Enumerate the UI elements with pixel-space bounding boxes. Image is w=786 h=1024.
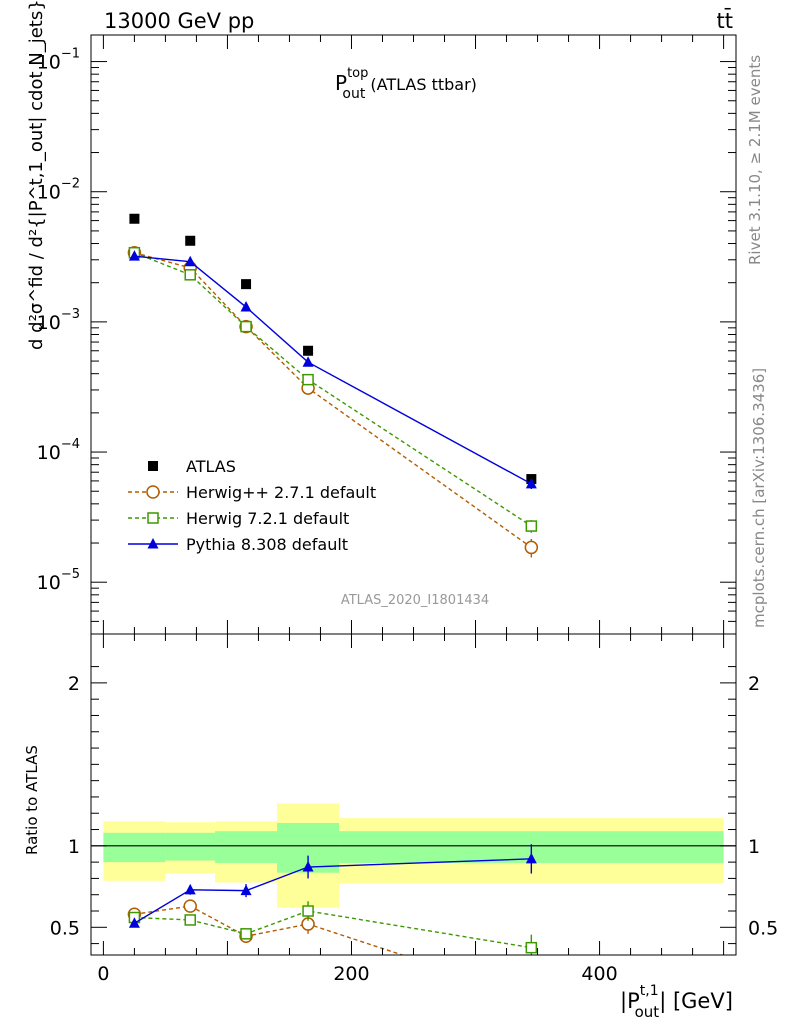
series-3 <box>128 250 537 490</box>
ratio-plot-marks <box>127 844 538 955</box>
xlabel-sup: t,1 <box>640 983 659 999</box>
data-point <box>241 279 252 290</box>
xlabel-main: |P <box>620 989 640 1014</box>
legend-label: Herwig 7.2.1 default <box>186 509 349 528</box>
main-plot-marks <box>127 213 539 558</box>
main-ylabel: d d²σ^fid / d²{|P^t,1_out| cdot N_jets} … <box>26 0 47 350</box>
ratio-point <box>302 861 314 872</box>
x-tick-label: 200 <box>333 963 369 985</box>
legend-marker <box>147 538 159 549</box>
ratio-bands <box>91 803 736 908</box>
legend-marker <box>148 461 158 471</box>
data-point <box>129 213 140 224</box>
ratio-point <box>184 914 196 926</box>
ratio-point <box>184 883 196 895</box>
legend-label: ATLAS <box>186 457 236 476</box>
rivet-label: Rivet 3.1.10, ≥ 2.1M events <box>746 55 764 265</box>
data-point <box>184 255 196 267</box>
ratio-ylabel: Ratio to ATLAS <box>23 745 41 855</box>
legend: ATLAS Herwig++ 2.7.1 default Herwig 7.2.1 … <box>128 457 376 554</box>
ratio-point <box>240 884 252 896</box>
ratio-y-tick-label-right: 0.5 <box>748 917 778 939</box>
xlabel-sub: out <box>635 1003 660 1021</box>
ratio-y-tick-label: 2 <box>68 673 80 695</box>
y-tick-label: 10−5 <box>37 567 80 594</box>
ratio-y-tick-label-right: 1 <box>748 836 760 858</box>
legend-label: Herwig++ 2.7.1 default <box>186 483 376 502</box>
y-tick-label: 10−3 <box>37 307 80 334</box>
legend-label: Pythia 8.308 default <box>186 535 348 554</box>
y-tick-exponent: −3 <box>61 307 80 322</box>
y-tick-exponent: −5 <box>61 567 80 582</box>
legend-marker <box>147 512 159 524</box>
y-tick-exponent: −4 <box>61 437 80 452</box>
ratio-y-tick-label: 1 <box>68 836 80 858</box>
xlabel-rest: | [GeV] <box>659 989 733 1014</box>
uncertainty-band-inner <box>103 832 166 863</box>
ratio-point <box>240 928 252 940</box>
process-label: tt̄ <box>717 8 733 33</box>
ratio-point <box>302 905 314 917</box>
series-2 <box>128 246 538 533</box>
data-point <box>128 250 140 261</box>
title-main: P <box>335 71 347 95</box>
data-point <box>524 540 539 555</box>
data-point <box>303 345 314 356</box>
ratio-series-2 <box>128 844 537 928</box>
y-tick-mantissa: 10 <box>37 312 61 334</box>
series-0 <box>129 213 537 485</box>
analysis-watermark: ATLAS_2020_I1801434 <box>341 593 489 608</box>
y-tick-mantissa: 10 <box>37 572 61 594</box>
data-point <box>240 301 252 312</box>
ratio-point <box>525 852 537 864</box>
series-line <box>134 252 532 548</box>
y-tick-mantissa: 10 <box>37 442 61 464</box>
ratio-axes: 0.5 0.5 1 1 2 2 0 200 400 <box>50 634 778 985</box>
y-tick-label: 10−1 <box>37 47 80 74</box>
y-tick-label: 10−4 <box>37 437 80 464</box>
title-sub: out <box>342 86 365 102</box>
ratio-y-tick-label-right: 2 <box>748 673 760 695</box>
x-tick-label: 400 <box>581 963 617 985</box>
ratio-point <box>128 917 140 928</box>
y-tick-exponent: −2 <box>61 177 80 192</box>
y-tick-label: 10−2 <box>37 177 80 204</box>
main-axes: 10−110−210−310−410−5 <box>37 35 736 635</box>
legend-marker <box>146 485 160 499</box>
title-rest: (ATLAS ttbar) <box>365 75 477 94</box>
collision-label: 13000 GeV pp <box>104 9 254 33</box>
data-point <box>302 373 314 386</box>
data-point <box>302 356 314 367</box>
data-point <box>525 520 538 532</box>
y-tick-mantissa: 10 <box>37 52 61 74</box>
uncertainty-band-inner <box>165 832 216 861</box>
x-tick-label: 0 <box>97 963 109 985</box>
ratio-series-0 <box>127 899 405 955</box>
mcplots-label: mcplots.cern.ch [arXiv:1306.3436] <box>750 368 768 628</box>
ratio-y-tick-label: 0.5 <box>50 917 80 939</box>
y-tick-exponent: −1 <box>61 47 80 62</box>
data-point <box>240 320 252 333</box>
main-title: Ptop out (ATLAS ttbar) <box>335 66 477 102</box>
ratio-line <box>134 905 405 955</box>
x-axis-label: |Pt,1 out| [GeV] <box>620 983 733 1021</box>
uncertainty-band-inner <box>215 831 278 863</box>
ratio-point <box>525 941 538 954</box>
data-point <box>185 235 196 246</box>
series-line <box>134 255 532 485</box>
ratio-point <box>183 899 197 913</box>
title-sup: top <box>347 66 368 81</box>
data-point <box>184 269 196 281</box>
y-tick-mantissa: 10 <box>37 182 61 204</box>
data-point <box>525 477 537 489</box>
